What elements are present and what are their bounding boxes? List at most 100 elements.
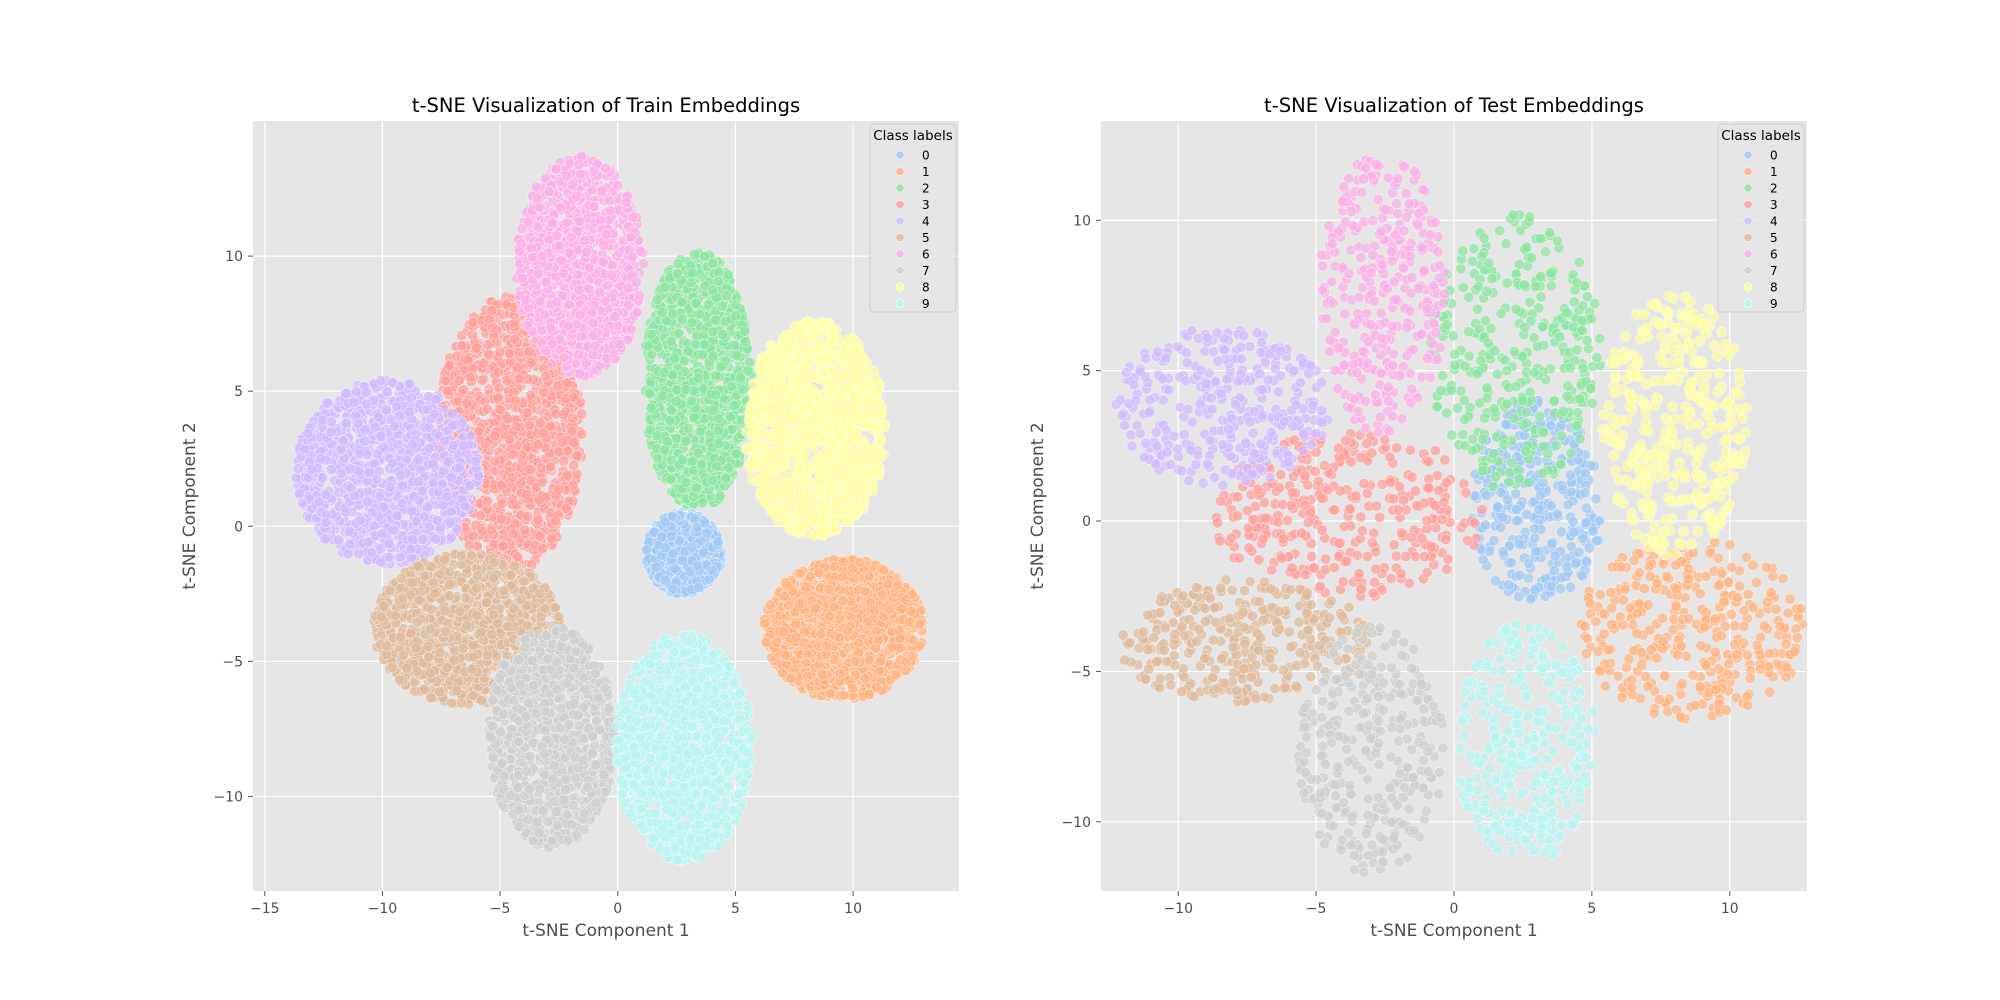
point-class-2	[723, 462, 735, 474]
point-class-3	[536, 476, 548, 488]
point-class-3	[501, 374, 513, 386]
point-class-1	[824, 610, 836, 622]
point-class-1	[854, 556, 866, 568]
point-class-3	[501, 413, 513, 425]
point-class-2	[734, 372, 746, 384]
point-class-3	[557, 408, 569, 420]
point-class-2	[730, 299, 742, 311]
point-class-1	[777, 667, 789, 679]
point-class-2	[672, 257, 684, 269]
point-class-3	[504, 433, 516, 445]
point-class-2	[682, 345, 694, 357]
point-class-3	[521, 488, 533, 500]
point-class-3	[566, 425, 578, 437]
point-class-2	[656, 390, 668, 402]
point-class-3	[576, 428, 588, 440]
point-class-3	[495, 479, 507, 491]
point-class-2	[673, 327, 685, 339]
point-class-2	[664, 414, 676, 426]
point-class-2	[678, 355, 690, 367]
point-class-2	[722, 269, 734, 281]
point-class-3	[497, 540, 509, 552]
point-class-3	[521, 407, 533, 419]
point-class-3	[508, 528, 520, 540]
point-class-2	[714, 490, 726, 502]
point-class-3	[549, 515, 561, 527]
point-class-3	[464, 371, 476, 383]
point-class-2	[665, 473, 677, 485]
point-class-3	[507, 448, 519, 460]
point-class-3	[522, 441, 534, 453]
point-class-1	[886, 641, 898, 653]
point-class-3	[461, 397, 473, 409]
point-class-1	[834, 667, 846, 679]
point-class-3	[494, 346, 506, 358]
point-class-2	[694, 426, 706, 438]
point-class-1	[903, 616, 915, 628]
point-class-1	[873, 665, 885, 677]
point-class-3	[534, 417, 546, 429]
point-class-1	[874, 655, 886, 667]
point-class-1	[801, 670, 813, 682]
point-class-3	[571, 468, 583, 480]
point-class-2	[643, 387, 655, 399]
point-class-2	[661, 435, 673, 447]
point-class-2	[685, 395, 697, 407]
point-class-3	[523, 346, 535, 358]
point-class-1	[863, 654, 875, 666]
point-class-2	[693, 308, 705, 320]
point-class-3	[537, 543, 549, 555]
point-class-0	[667, 547, 679, 559]
point-class-3	[532, 514, 544, 526]
point-class-1	[913, 618, 925, 630]
point-class-2	[687, 491, 699, 503]
point-class-3	[487, 322, 499, 334]
point-class-2	[707, 257, 719, 269]
point-class-2	[658, 367, 670, 379]
point-class-1	[868, 604, 880, 616]
point-class-0	[701, 527, 713, 539]
point-class-2	[651, 430, 663, 442]
point-class-2	[731, 448, 743, 460]
point-class-2	[645, 402, 657, 414]
point-class-3	[481, 495, 493, 507]
point-class-1	[790, 631, 802, 643]
point-class-1	[861, 616, 873, 628]
point-class-2	[682, 422, 694, 434]
point-class-3	[553, 484, 565, 496]
point-class-3	[482, 339, 494, 351]
point-class-2	[712, 425, 724, 437]
point-class-2	[707, 350, 719, 362]
point-class-1	[863, 688, 875, 700]
point-class-3	[495, 513, 507, 525]
point-class-1	[809, 602, 821, 614]
point-class-3	[568, 391, 580, 403]
point-class-3	[571, 450, 583, 462]
point-class-3	[538, 386, 550, 398]
point-class-3	[524, 464, 536, 476]
point-class-2	[692, 447, 704, 459]
point-class-1	[815, 628, 827, 640]
point-class-3	[537, 427, 549, 439]
point-class-2	[676, 296, 688, 308]
point-class-1	[873, 634, 885, 646]
point-class-3	[534, 530, 546, 542]
point-class-2	[689, 249, 701, 261]
point-class-3	[561, 445, 573, 457]
point-class-3	[467, 316, 479, 328]
point-class-2	[731, 350, 743, 362]
point-class-2	[710, 461, 722, 473]
point-class-1	[849, 655, 861, 667]
point-class-2	[739, 325, 751, 337]
point-class-3	[506, 471, 518, 483]
point-class-1	[876, 589, 888, 601]
point-class-2	[690, 297, 702, 309]
point-class-1	[834, 613, 846, 625]
point-class-2	[670, 395, 682, 407]
point-class-1	[878, 564, 890, 576]
point-class-2	[669, 352, 681, 364]
point-class-2	[728, 399, 740, 411]
point-class-3	[494, 404, 506, 416]
point-class-3	[457, 384, 469, 396]
point-class-3	[440, 375, 452, 387]
